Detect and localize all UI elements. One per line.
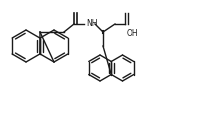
- Text: OH: OH: [127, 29, 139, 38]
- Text: NH: NH: [86, 20, 98, 28]
